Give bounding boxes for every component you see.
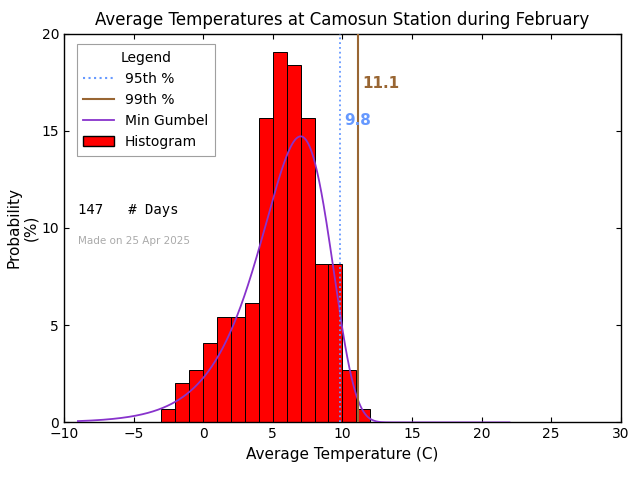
Text: 147   # Days: 147 # Days <box>78 204 179 217</box>
Bar <box>161 409 175 422</box>
Text: 11.1: 11.1 <box>362 76 399 91</box>
Bar <box>301 118 315 422</box>
Bar <box>273 52 287 422</box>
X-axis label: Average Temperature (C): Average Temperature (C) <box>246 447 438 462</box>
Bar <box>356 409 370 422</box>
Bar <box>287 65 301 422</box>
Bar <box>315 264 328 422</box>
Y-axis label: Probability
(%): Probability (%) <box>6 188 39 268</box>
Text: 9.8: 9.8 <box>344 113 371 128</box>
Bar <box>204 343 217 422</box>
Text: Made on 25 Apr 2025: Made on 25 Apr 2025 <box>78 236 190 246</box>
Bar <box>231 317 245 422</box>
Bar <box>342 370 356 422</box>
Bar <box>189 370 204 422</box>
Bar <box>175 383 189 422</box>
Bar <box>328 264 342 422</box>
Bar <box>245 303 259 422</box>
Bar <box>217 317 231 422</box>
Title: Average Temperatures at Camosun Station during February: Average Temperatures at Camosun Station … <box>95 11 589 29</box>
Legend: 95th %, 99th %, Min Gumbel, Histogram: 95th %, 99th %, Min Gumbel, Histogram <box>77 45 215 156</box>
Bar <box>259 118 273 422</box>
